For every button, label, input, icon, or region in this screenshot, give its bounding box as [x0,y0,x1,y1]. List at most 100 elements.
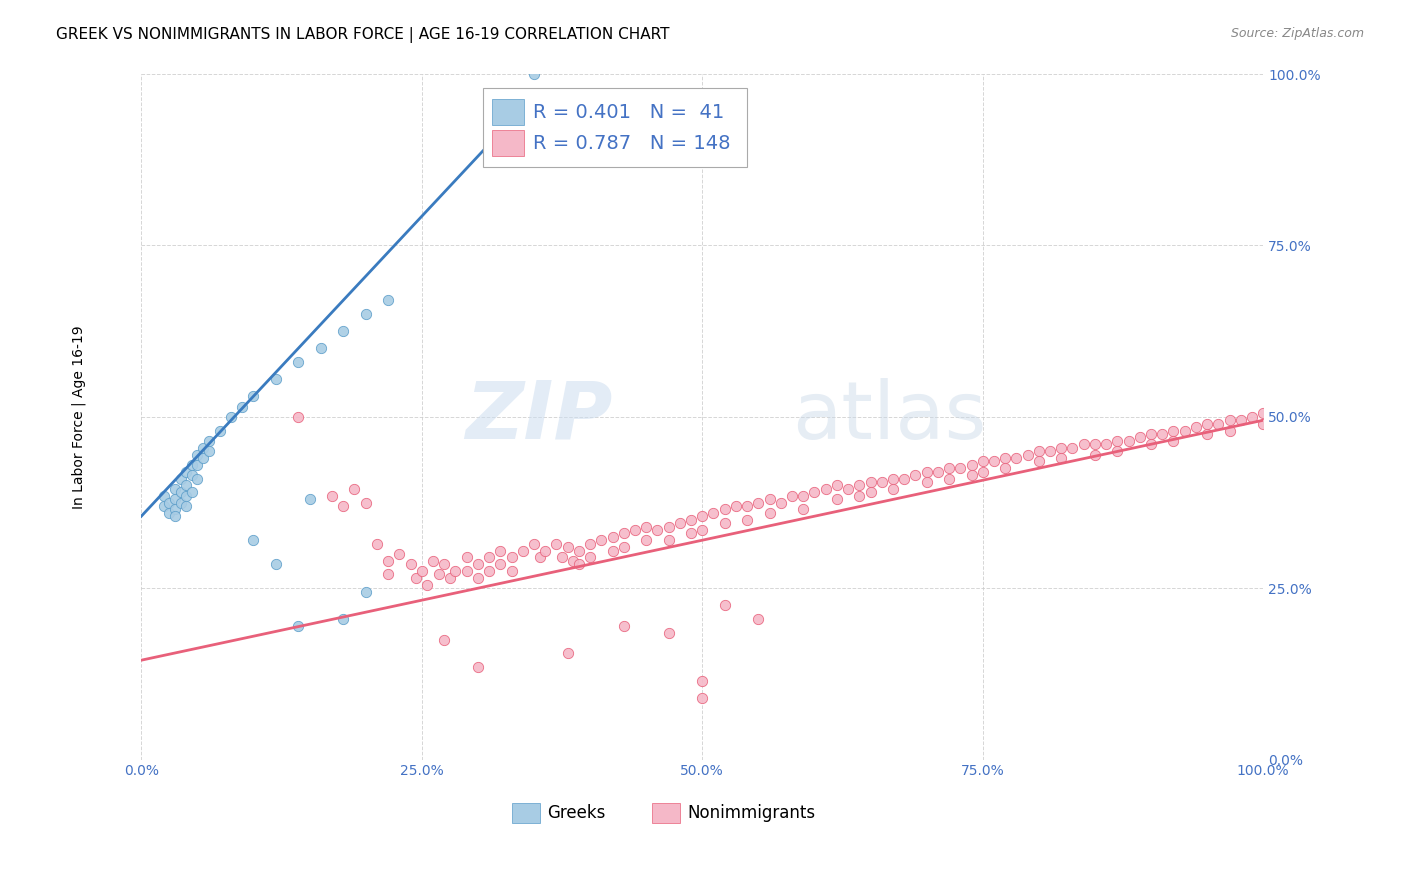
Point [489,558,512,572]
Y-axis label: In Labor Force | Age 16-19: In Labor Force | Age 16-19 [72,325,86,508]
Point [1229,413,1251,427]
Point [882,471,904,485]
Point [186,471,208,485]
Point [242,533,264,548]
Point [557,646,579,660]
Point [1197,417,1219,431]
Point [551,550,574,565]
Point [960,458,983,472]
Point [792,489,814,503]
Point [949,461,972,475]
Point [1073,437,1095,451]
Point [780,489,803,503]
Point [690,509,713,524]
Point [825,492,848,507]
Point [1005,450,1028,465]
Point [287,409,309,424]
Point [197,444,219,458]
Point [1185,420,1208,434]
Point [1140,437,1163,451]
Point [848,489,870,503]
Point [343,482,366,496]
Point [180,485,202,500]
Point [972,454,994,468]
Point [713,599,735,613]
Point [837,482,859,496]
Point [377,567,399,582]
Point [433,558,456,572]
Point [478,550,501,565]
Point [579,550,602,565]
Point [624,523,647,537]
Point [332,324,354,338]
Point [803,485,825,500]
Point [904,468,927,483]
Point [557,540,579,554]
Point [859,485,882,500]
Point [501,564,523,578]
Point [309,341,332,355]
Text: ZIP: ZIP [465,378,613,456]
Point [191,441,214,455]
Point [321,489,343,503]
FancyBboxPatch shape [484,87,747,167]
Point [859,475,882,489]
Point [152,499,174,513]
Point [792,502,814,516]
Point [1140,426,1163,441]
Point [411,564,433,578]
Point [456,564,478,578]
Point [1197,426,1219,441]
Point [169,495,191,509]
FancyBboxPatch shape [492,99,524,126]
Point [613,619,636,633]
Point [893,471,915,485]
Point [735,499,758,513]
Point [1219,424,1241,438]
Point [690,523,713,537]
Point [1107,434,1129,448]
Point [489,543,512,558]
Point [467,558,489,572]
Point [174,489,197,503]
Point [690,673,713,688]
Point [377,293,399,308]
Point [534,543,557,558]
Text: Source: ZipAtlas.com: Source: ZipAtlas.com [1230,27,1364,40]
Text: Nonimmigrants: Nonimmigrants [688,804,815,822]
FancyBboxPatch shape [512,803,540,823]
Point [658,519,681,533]
Point [332,612,354,626]
Point [287,619,309,633]
Point [422,554,444,568]
Text: GREEK VS NONIMMIGRANTS IN LABOR FORCE | AGE 16-19 CORRELATION CHART: GREEK VS NONIMMIGRANTS IN LABOR FORCE | … [56,27,669,43]
Point [848,478,870,492]
Point [938,471,960,485]
Point [174,478,197,492]
Point [983,454,1005,468]
Point [679,526,702,541]
Point [152,489,174,503]
Point [1028,454,1050,468]
Point [467,571,489,585]
Point [366,536,388,550]
Point [915,475,938,489]
Point [456,550,478,565]
Point [568,543,591,558]
Point [546,536,568,550]
Point [568,558,591,572]
Text: R = 0.401   N =  41: R = 0.401 N = 41 [533,103,724,122]
Point [264,372,287,386]
Point [636,533,658,548]
Point [1240,409,1263,424]
Point [501,550,523,565]
Point [529,550,551,565]
Point [523,536,546,550]
Text: atlas: atlas [792,378,987,456]
Point [298,492,321,507]
Point [1062,441,1084,455]
Point [1152,426,1174,441]
Point [927,465,949,479]
Point [169,485,191,500]
Point [174,465,197,479]
